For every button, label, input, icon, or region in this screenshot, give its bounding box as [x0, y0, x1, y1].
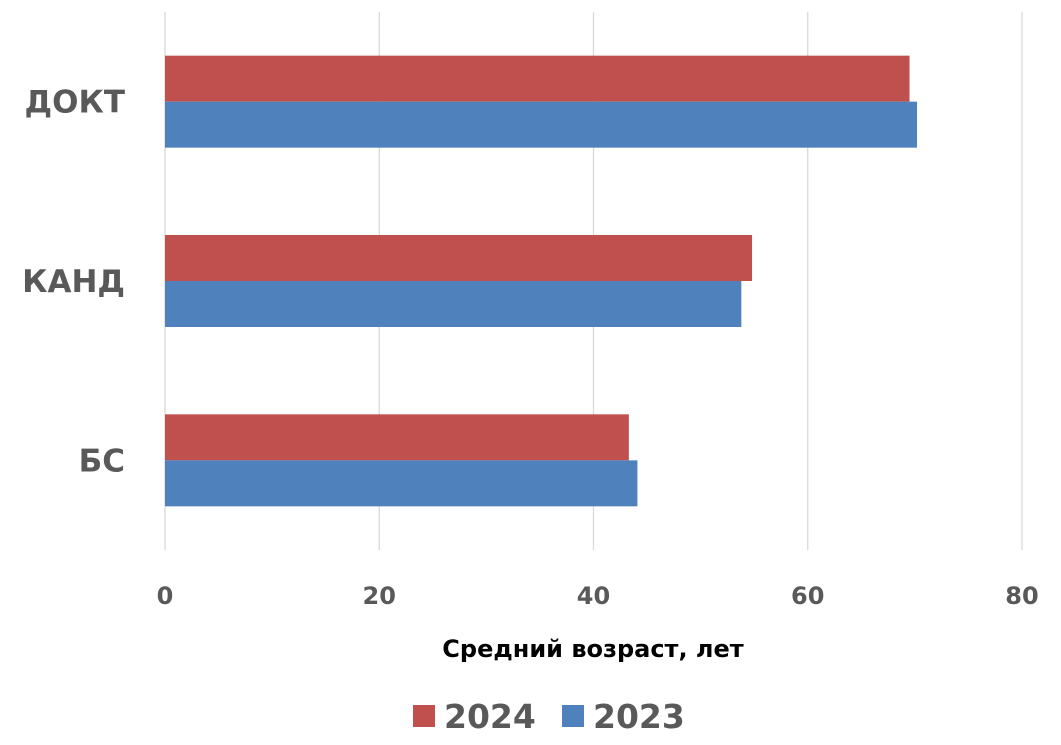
bar-2023-1: [165, 101, 918, 148]
legend-swatch-2023: [562, 705, 584, 727]
bar-2023-2: [165, 281, 742, 327]
legend: 2024 2023: [413, 697, 685, 736]
x-tick-labels: 0 20 40 60 80: [157, 582, 1039, 610]
legend-label-2023: 2023: [593, 697, 685, 736]
category-label: ДОКТ: [25, 85, 125, 121]
x-axis-title: Средний возраст, лет: [442, 635, 743, 663]
bar-2023-3: [165, 460, 638, 507]
bar-2024-1: [165, 55, 910, 102]
x-tick-label: 0: [157, 582, 174, 610]
category-label: БС: [79, 443, 125, 479]
category-labels: ДОКТ КАНД БС: [22, 85, 125, 480]
legend-label-2024: 2024: [444, 697, 536, 736]
legend-swatch-2024: [413, 705, 435, 727]
bar-2024-3: [165, 414, 629, 461]
x-tick-label: 40: [577, 582, 610, 610]
x-tick-label: 20: [363, 582, 396, 610]
category-label: КАНД: [22, 264, 125, 300]
x-tick-label: 80: [1005, 582, 1038, 610]
bars: [165, 55, 918, 507]
bar-2024-2: [165, 235, 753, 281]
x-tick-label: 60: [791, 582, 824, 610]
